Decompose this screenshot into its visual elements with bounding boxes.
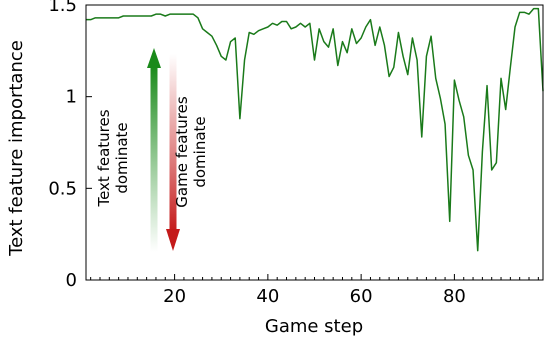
- text-dominance-arrow-head: [147, 48, 161, 68]
- series-line-0: [86, 7, 544, 252]
- y-tick-label: 1.5: [48, 0, 77, 16]
- y-tick-label: 0.5: [48, 178, 77, 199]
- x-tick-label: 80: [443, 286, 466, 307]
- x-axis-label: Game step: [265, 316, 363, 337]
- x-tick-label: 20: [163, 286, 186, 307]
- game-dominance-arrow-head: [166, 229, 180, 251]
- game-features-annotation: Game featuresdominate: [173, 96, 209, 208]
- text-dominance-arrow-shaft: [150, 66, 158, 252]
- y-tick-label: 1: [66, 87, 77, 108]
- game-dominance-arrow-shaft: [169, 54, 177, 232]
- dominance-annotations: Text featuresdominate Game featuresdomin…: [95, 48, 209, 252]
- y-tick-label: 0: [66, 270, 77, 291]
- x-tick-label: 40: [256, 286, 279, 307]
- y-axis-label: Text feature importance: [6, 40, 27, 257]
- x-tick-label: 60: [350, 286, 373, 307]
- text-features-annotation: Text featuresdominate: [95, 109, 131, 207]
